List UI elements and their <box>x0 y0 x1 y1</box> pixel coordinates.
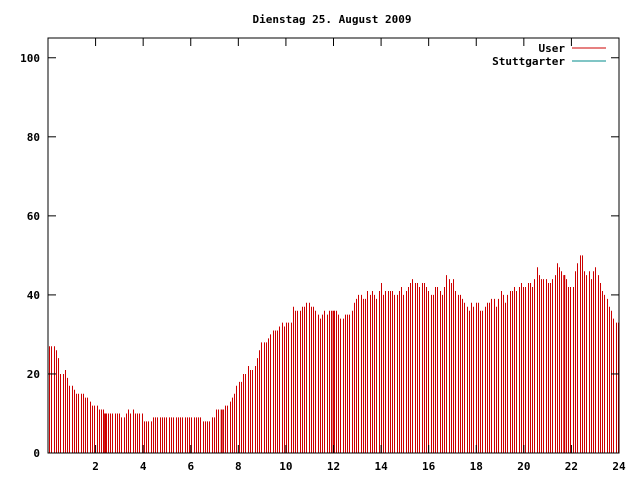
y-tick-label: 0 <box>33 447 40 460</box>
chart-title: Dienstag 25. August 2009 <box>253 13 412 26</box>
x-tick-label: 12 <box>327 460 340 473</box>
x-tick-label: 8 <box>235 460 242 473</box>
x-tick-label: 20 <box>517 460 530 473</box>
x-tick-label: 4 <box>140 460 147 473</box>
y-tick-label: 40 <box>27 289 40 302</box>
y-tick-label: 100 <box>20 52 40 65</box>
x-tick-label: 10 <box>279 460 292 473</box>
x-tick-label: 6 <box>187 460 194 473</box>
x-tick-label: 22 <box>565 460 578 473</box>
x-tick-label: 14 <box>374 460 388 473</box>
x-tick-label: 18 <box>470 460 483 473</box>
bar-series-user <box>49 255 619 453</box>
legend-label-user: User <box>539 42 566 55</box>
x-tick-label: 24 <box>612 460 626 473</box>
legend: User Stuttgarter <box>492 42 606 68</box>
legend-label-stuttgarter: Stuttgarter <box>492 55 565 68</box>
y-tick-label: 60 <box>27 210 40 223</box>
plot-frame <box>47 37 620 454</box>
y-tick-label: 80 <box>27 131 40 144</box>
x-tick-label: 16 <box>422 460 436 473</box>
x-tick-label: 2 <box>92 460 99 473</box>
y-tick-label: 20 <box>27 368 40 381</box>
